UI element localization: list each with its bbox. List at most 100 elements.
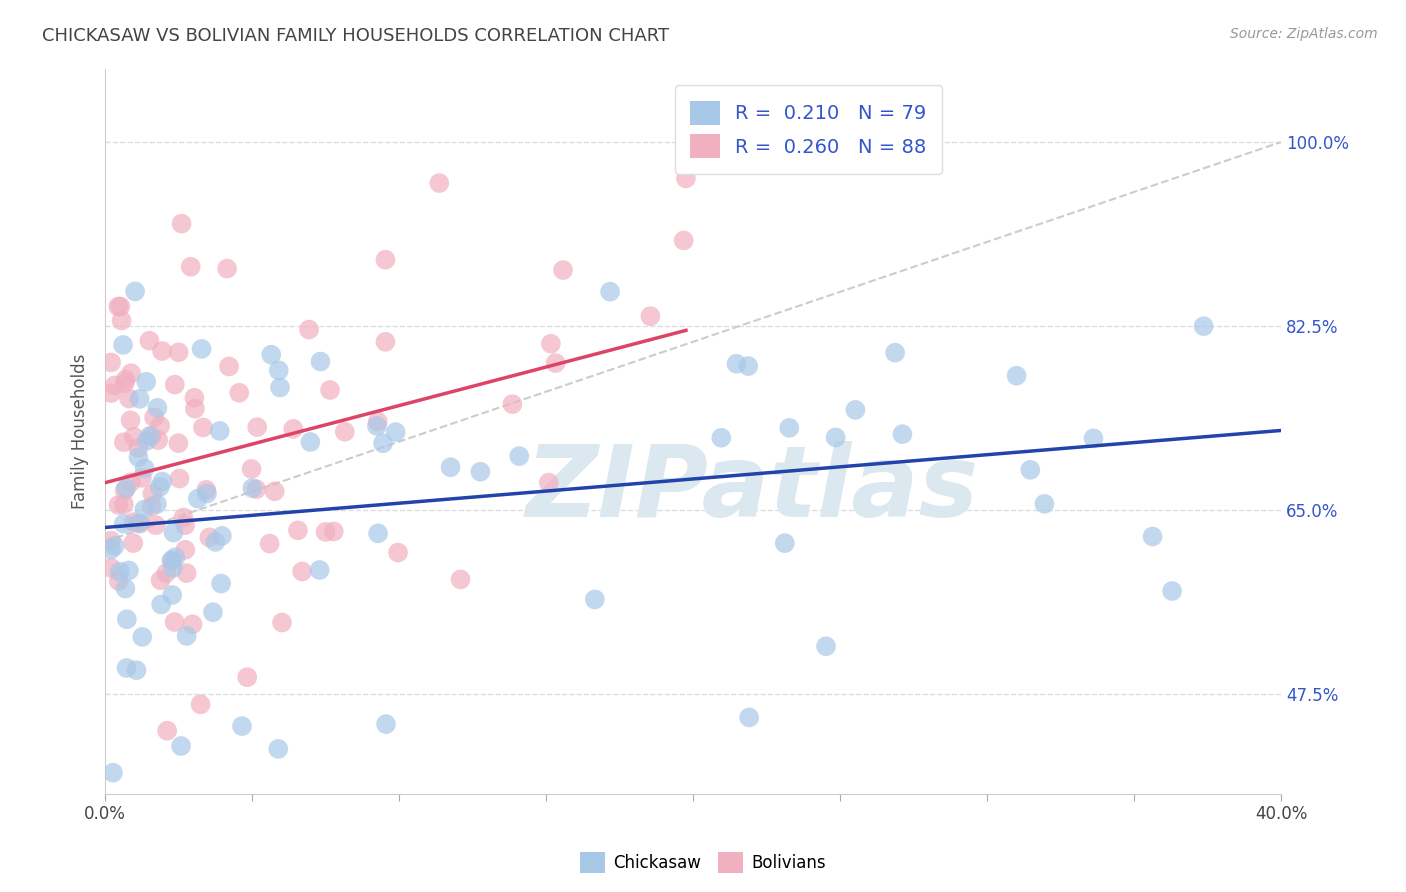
Point — [124, 285, 146, 299]
Point — [139, 429, 162, 443]
Legend: R =  0.210   N = 79, R =  0.260   N = 88: R = 0.210 N = 79, R = 0.260 N = 88 — [675, 86, 942, 174]
Point — [148, 433, 170, 447]
Point — [174, 542, 197, 557]
Point — [118, 564, 141, 578]
Point — [778, 421, 800, 435]
Point — [211, 529, 233, 543]
Point — [150, 475, 173, 489]
Point — [138, 334, 160, 348]
Point — [259, 536, 281, 550]
Point — [218, 359, 240, 374]
Point — [319, 383, 342, 397]
Point — [135, 375, 157, 389]
Point — [167, 436, 190, 450]
Point — [1192, 319, 1215, 334]
Point — [191, 420, 214, 434]
Point — [675, 171, 697, 186]
Point — [134, 502, 156, 516]
Point — [190, 342, 212, 356]
Point — [114, 582, 136, 596]
Point — [537, 475, 560, 490]
Point — [131, 471, 153, 485]
Point — [101, 765, 124, 780]
Point — [439, 460, 461, 475]
Point — [149, 480, 172, 494]
Point — [100, 542, 122, 557]
Point — [162, 525, 184, 540]
Point — [738, 710, 761, 724]
Point — [176, 629, 198, 643]
Point — [129, 516, 152, 531]
Y-axis label: Family Households: Family Households — [72, 353, 89, 508]
Text: ZIPatlas: ZIPatlas — [526, 441, 979, 538]
Point — [1083, 431, 1105, 445]
Point — [162, 561, 184, 575]
Point — [155, 566, 177, 581]
Point — [291, 565, 314, 579]
Point — [163, 377, 186, 392]
Point — [217, 261, 239, 276]
Point — [375, 717, 398, 731]
Point — [367, 415, 389, 429]
Point — [143, 410, 166, 425]
Legend: Chickasaw, Bolivians: Chickasaw, Bolivians — [574, 846, 832, 880]
Point — [169, 471, 191, 485]
Point — [269, 380, 291, 394]
Point — [100, 386, 122, 401]
Point — [725, 357, 748, 371]
Point — [111, 338, 134, 352]
Point — [322, 524, 344, 539]
Point — [174, 518, 197, 533]
Point — [242, 481, 264, 495]
Point — [141, 487, 163, 501]
Point — [1033, 497, 1056, 511]
Point — [308, 563, 330, 577]
Point — [195, 486, 218, 500]
Point — [299, 435, 322, 450]
Point — [195, 483, 218, 497]
Point — [672, 234, 695, 248]
Point — [470, 465, 492, 479]
Point — [228, 385, 250, 400]
Point — [141, 429, 163, 443]
Point — [120, 413, 142, 427]
Point — [115, 661, 138, 675]
Point — [184, 401, 207, 416]
Point — [1019, 463, 1042, 477]
Point — [146, 497, 169, 511]
Point — [115, 481, 138, 495]
Point — [583, 592, 606, 607]
Point — [112, 435, 135, 450]
Point — [640, 309, 662, 323]
Point — [737, 359, 759, 373]
Point — [112, 516, 135, 531]
Point — [283, 422, 305, 436]
Point — [114, 376, 136, 391]
Point — [122, 515, 145, 529]
Point — [107, 498, 129, 512]
Point — [367, 526, 389, 541]
Point — [125, 663, 148, 677]
Point — [209, 576, 232, 591]
Point — [127, 516, 149, 530]
Point — [190, 698, 212, 712]
Point — [231, 719, 253, 733]
Point — [107, 574, 129, 588]
Point — [135, 434, 157, 448]
Point — [104, 539, 127, 553]
Point — [172, 510, 194, 524]
Point — [773, 536, 796, 550]
Point — [114, 483, 136, 498]
Point — [540, 336, 562, 351]
Point — [1161, 584, 1184, 599]
Point — [183, 391, 205, 405]
Point — [122, 430, 145, 444]
Point — [118, 392, 141, 406]
Point — [260, 348, 283, 362]
Point — [122, 536, 145, 550]
Point — [315, 524, 337, 539]
Text: CHICKASAW VS BOLIVIAN FAMILY HOUSEHOLDS CORRELATION CHART: CHICKASAW VS BOLIVIAN FAMILY HOUSEHOLDS … — [42, 27, 669, 45]
Point — [201, 605, 224, 619]
Point — [544, 356, 567, 370]
Point — [287, 524, 309, 538]
